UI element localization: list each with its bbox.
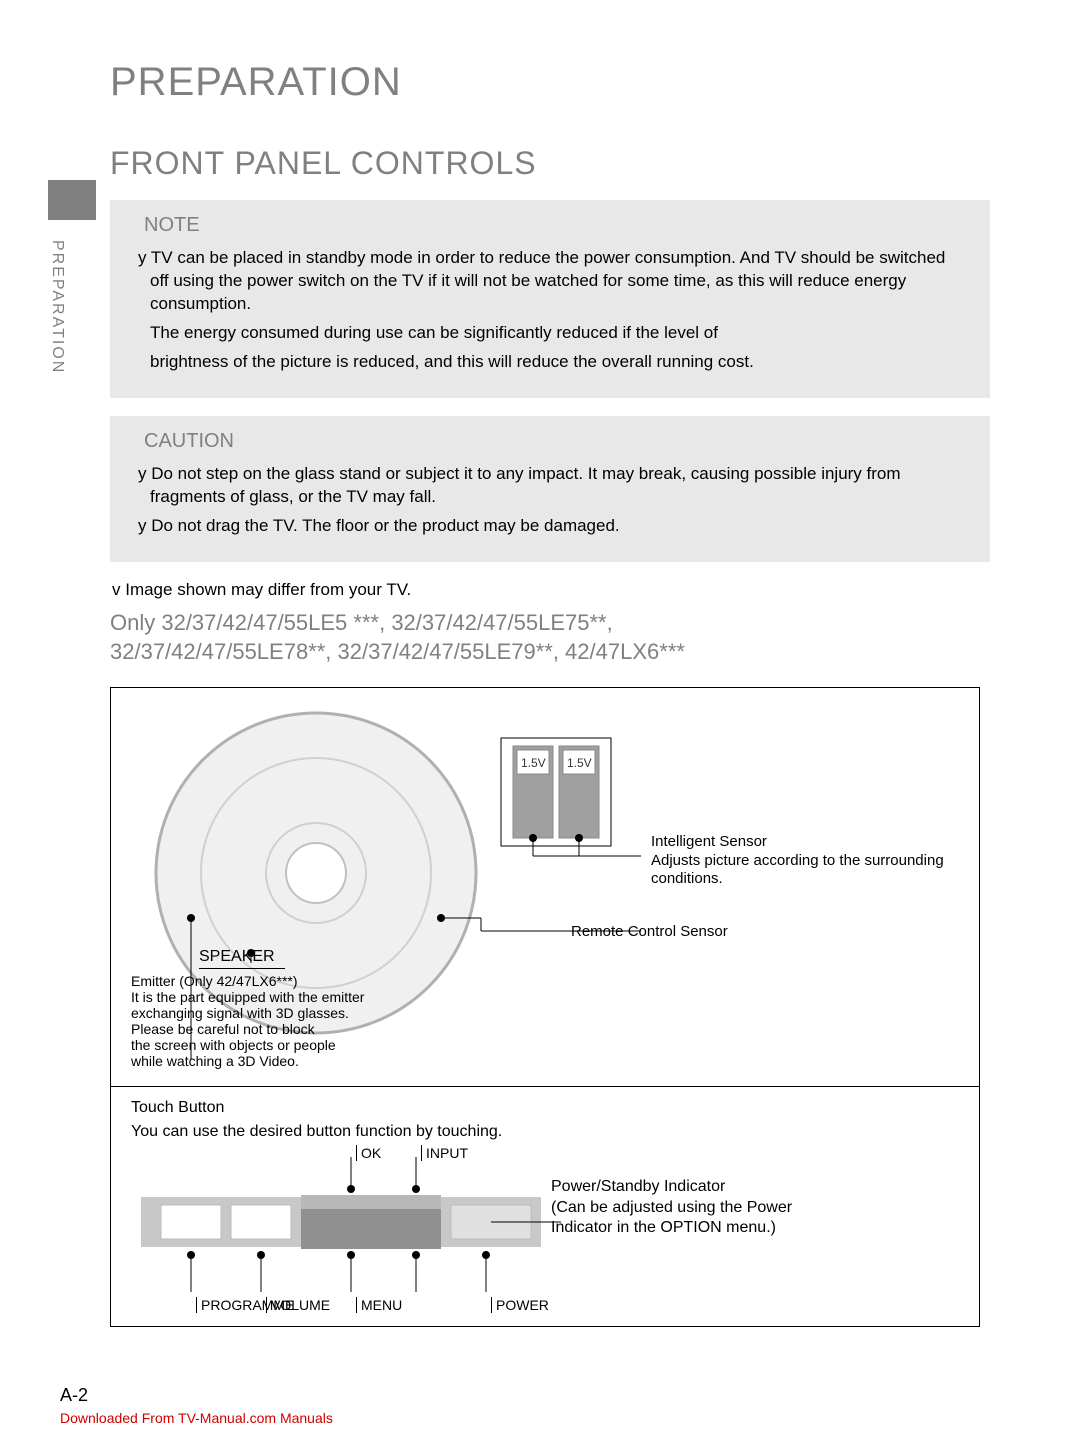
touch-button-title: Touch Button xyxy=(131,1099,959,1117)
note-extra-2: brightness of the picture is reduced, an… xyxy=(132,351,968,374)
speaker-label: SPEAKER xyxy=(199,948,285,969)
emitter-title: Emitter (Only 42/47LX6***) xyxy=(131,973,411,989)
emitter-l2: exchanging signal with 3D glasses. xyxy=(131,1005,411,1021)
caution-callout: CAUTION y Do not step on the glass stand… xyxy=(110,416,990,562)
speaker-diagram: 1.5V 1.5V SPEAKER Emitter (Only 42/47LX6… xyxy=(110,687,980,1087)
label-ok: OK xyxy=(356,1145,381,1161)
label-volume: VOLUME xyxy=(266,1297,330,1313)
note-bullet-1: y TV can be placed in standby mode in or… xyxy=(132,247,968,316)
emitter-l1: It is the part equipped with the emitter xyxy=(131,989,411,1005)
intelligent-sensor-desc: Adjusts picture according to the surroun… xyxy=(651,852,979,890)
emitter-l5: while watching a 3D Video. xyxy=(131,1053,411,1069)
remote-sensor-title: Remote Control Sensor xyxy=(571,923,728,942)
image-disclaimer: v Image shown may differ from your TV. xyxy=(112,580,990,600)
label-power: POWER xyxy=(491,1297,549,1313)
remote-sensor-label: Remote Control Sensor xyxy=(571,923,728,942)
svg-text:1.5V: 1.5V xyxy=(521,756,546,770)
emitter-l4: the screen with objects or people xyxy=(131,1037,411,1053)
page-content: PREPARATION FRONT PANEL CONTROLS NOTE y … xyxy=(110,60,990,1327)
side-tab-text: PREPARATION xyxy=(48,240,66,374)
caution-bullet-1: y Do not step on the glass stand or subj… xyxy=(132,463,968,509)
note-callout: NOTE y TV can be placed in standby mode … xyxy=(110,200,990,398)
touch-button-desc: You can use the desired button function … xyxy=(131,1123,959,1141)
svg-text:1.5V: 1.5V xyxy=(567,756,592,770)
side-tab: PREPARATION xyxy=(48,240,68,374)
label-menu: MENU xyxy=(356,1297,402,1313)
download-footer: Downloaded From TV-Manual.com Manuals xyxy=(60,1410,333,1426)
page-number: A-2 xyxy=(60,1385,88,1406)
models-line-2: 32/37/42/47/55LE78**, 32/37/42/47/55LE79… xyxy=(110,637,990,667)
models-line-1: Only 32/37/42/47/55LE5 ***, 32/37/42/47/… xyxy=(110,608,990,638)
section-title: FRONT PANEL CONTROLS xyxy=(110,145,990,182)
touch-button-diagram: Touch Button You can use the desired but… xyxy=(110,1087,980,1327)
intelligent-sensor-label: Intelligent Sensor Adjusts picture accor… xyxy=(651,833,979,889)
emitter-description: Emitter (Only 42/47LX6***) It is the par… xyxy=(131,973,411,1070)
label-input: INPUT xyxy=(421,1145,468,1161)
psi-l2: Indicator in the OPTION menu.) xyxy=(551,1218,831,1239)
power-standby-indicator: Power/Standby Indicator (Can be adjusted… xyxy=(551,1177,831,1239)
emitter-l3: Please be careful not to block xyxy=(131,1021,411,1037)
models-list: Only 32/37/42/47/55LE5 ***, 32/37/42/47/… xyxy=(110,608,990,667)
note-title: NOTE xyxy=(144,214,968,237)
psi-title: Power/Standby Indicator xyxy=(551,1177,831,1198)
psi-l1: (Can be adjusted using the Power xyxy=(551,1198,831,1219)
intelligent-sensor-title: Intelligent Sensor xyxy=(651,833,979,852)
side-tab-block xyxy=(48,180,96,220)
page-title: PREPARATION xyxy=(110,60,990,105)
caution-title: CAUTION xyxy=(144,430,968,453)
caution-bullet-2: y Do not drag the TV. The floor or the p… xyxy=(132,515,968,538)
note-extra-1: The energy consumed during use can be si… xyxy=(132,322,968,345)
touch-bar-illustration xyxy=(131,1147,961,1317)
